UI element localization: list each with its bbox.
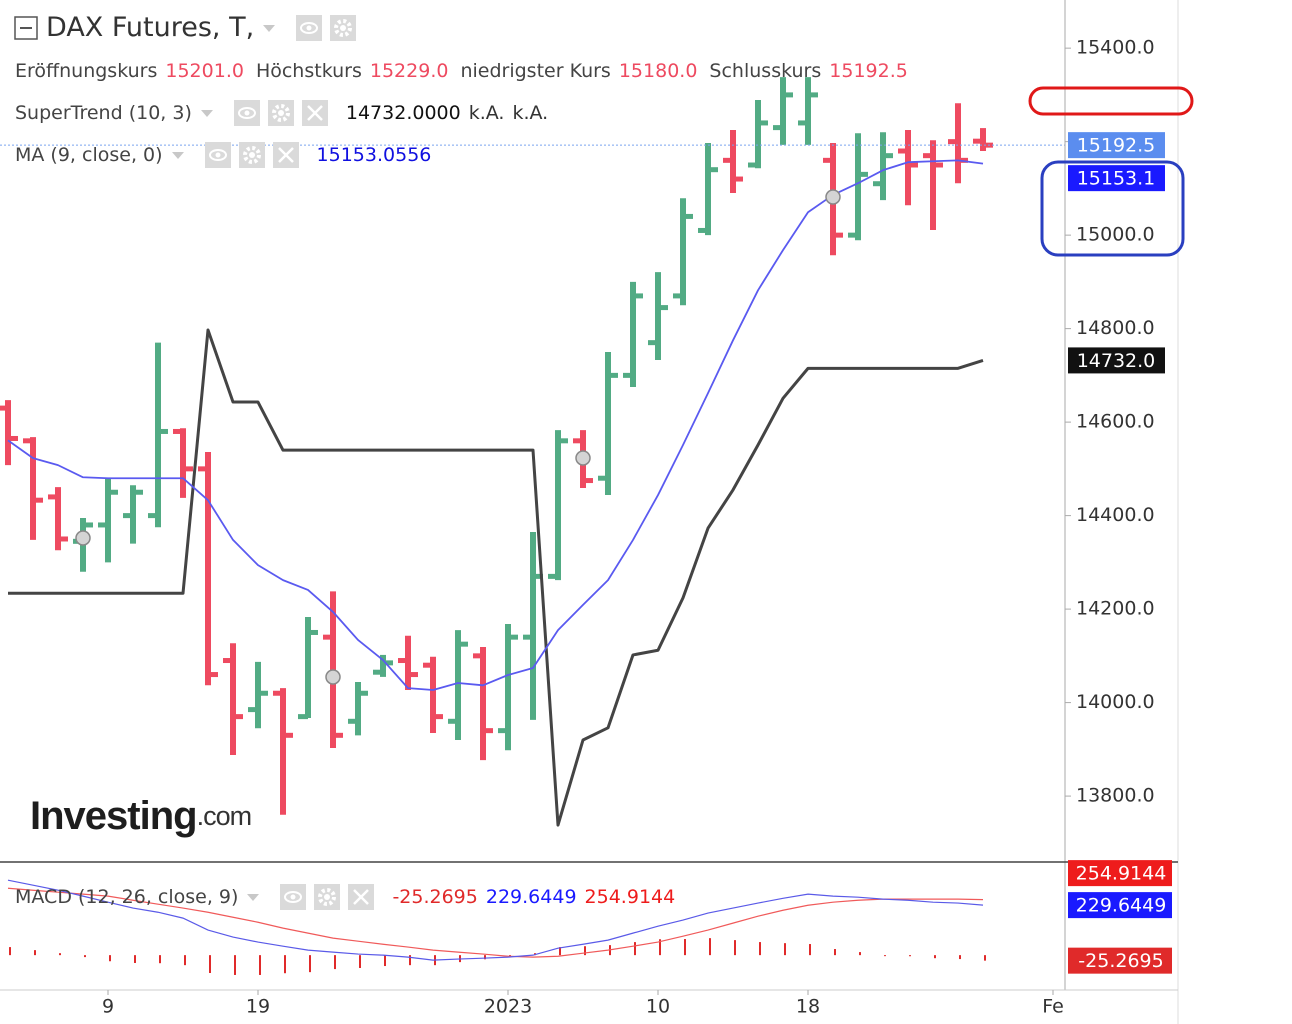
y-tick-label: 14800.0 (1076, 317, 1155, 339)
eye-icon[interactable] (280, 884, 307, 910)
legend-label: Höchstkurs (255, 60, 362, 82)
collapse-button[interactable] (14, 15, 38, 40)
indicator-name: MACD (12, 26, close, 9) (15, 886, 239, 908)
legend-value: 15201.0 (165, 60, 244, 82)
marker (325, 669, 341, 685)
settings-icon[interactable] (267, 100, 294, 126)
axes: 13800.0 14000.0 14200.0 14400.0 14600.0 14800… (1065, 37, 1172, 974)
signal-markers (75, 189, 841, 685)
indicator-name: MA (9, close, 0) (15, 144, 163, 166)
legend-value: 15192.5 (829, 60, 908, 82)
macd-legend: MACD (12, 26, close, 9) -25.2695 229.644… (15, 884, 675, 910)
marker (575, 450, 591, 466)
title-row: DAX Futures, T, (14, 12, 357, 43)
value-box (1068, 347, 1165, 374)
ma-legend: MA (9, close, 0) 15153.0556 (15, 142, 431, 168)
legend-label: Eröffnungskurs (15, 60, 158, 82)
settings-icon[interactable] (314, 884, 341, 910)
legend-label: Schlusskurs (709, 60, 822, 82)
value-box (1068, 165, 1165, 192)
supertrend-legend: SuperTrend (10, 3) 14732.0000 k.A. k.A. (15, 100, 548, 126)
eye-icon[interactable] (233, 100, 260, 126)
y-tick-label: 14200.0 (1076, 598, 1155, 620)
value-box (1068, 892, 1172, 919)
y-tick-label: 14400.0 (1076, 504, 1155, 526)
value-box-label: 15153.1 (1077, 168, 1156, 190)
macd-pane (7, 879, 986, 975)
value-box-label: -25.2695 (1078, 950, 1163, 972)
macd-value: -25.2695 (392, 886, 478, 908)
marker (825, 189, 841, 205)
remove-icon[interactable] (301, 100, 328, 126)
x-tick-label: 9 (102, 996, 114, 1018)
eye-icon[interactable] (204, 142, 231, 168)
value-box-label: 15192.5 (1077, 135, 1156, 157)
annotation-ellipse (1028, 86, 1194, 116)
ohlc-legend: Eröffnungskurs 15201.0 Höchstkurs 15229.0 ni… (15, 60, 912, 82)
indicator-value: k.A. (468, 102, 505, 124)
dropdown[interactable] (262, 23, 276, 33)
indicator-value: 14732.0000 (345, 102, 461, 124)
value-box (1068, 860, 1172, 887)
dropdown[interactable] (246, 892, 260, 902)
eye-icon[interactable] (296, 14, 323, 41)
indicator-line (7, 159, 984, 691)
legend-value: 15229.0 (369, 60, 449, 82)
marker (75, 530, 91, 546)
y-tick-label: 15400.0 (1076, 37, 1155, 59)
annotation-box (1040, 160, 1185, 257)
y-tick-label: 13800.0 (1076, 785, 1155, 807)
indicator-line (8, 328, 984, 827)
x-tick-label: 10 (646, 996, 670, 1018)
x-tick-label: 19 (246, 996, 270, 1018)
x-tick-label: 2023 (484, 996, 532, 1018)
dropdown[interactable] (171, 150, 185, 160)
y-tick-label: 14600.0 (1076, 411, 1155, 433)
price-pane (0, 77, 1065, 827)
x-tick-label: 18 (796, 996, 820, 1018)
value-box-label: 254.9144 (1076, 863, 1167, 885)
macd-line (7, 879, 984, 961)
legend-label: niedrigster Kurs (460, 60, 611, 82)
macd-value: 229.6449 (485, 886, 577, 908)
remove-icon[interactable] (348, 884, 375, 910)
signal-line (7, 887, 984, 958)
chart-title: DAX Futures, T, (46, 12, 255, 43)
value-box (1068, 947, 1172, 974)
watermark: Investing.com (30, 794, 251, 838)
x-axis: 9 19 2023 10 18 Fe (102, 990, 1064, 1018)
y-tick-label: 15000.0 (1076, 224, 1155, 246)
watermark-brand: Investing (30, 794, 197, 838)
watermark-suffix: .com (197, 801, 252, 831)
macd-value: 254.9144 (584, 886, 676, 908)
value-box-label: 14732.0 (1077, 350, 1156, 372)
value-box-label: 229.6449 (1076, 895, 1167, 917)
settings-icon[interactable] (238, 142, 265, 168)
dropdown[interactable] (200, 108, 214, 118)
settings-icon[interactable] (330, 14, 357, 41)
indicator-name: SuperTrend (10, 3) (15, 102, 192, 124)
remove-icon[interactable] (272, 142, 299, 168)
legend-value: 15180.0 (618, 60, 698, 82)
indicator-value: k.A. (512, 102, 549, 124)
value-box (1068, 132, 1165, 159)
y-tick-label: 14000.0 (1076, 691, 1155, 713)
x-tick-label: Fe (1042, 996, 1064, 1018)
indicator-value: 15153.0556 (316, 144, 432, 166)
